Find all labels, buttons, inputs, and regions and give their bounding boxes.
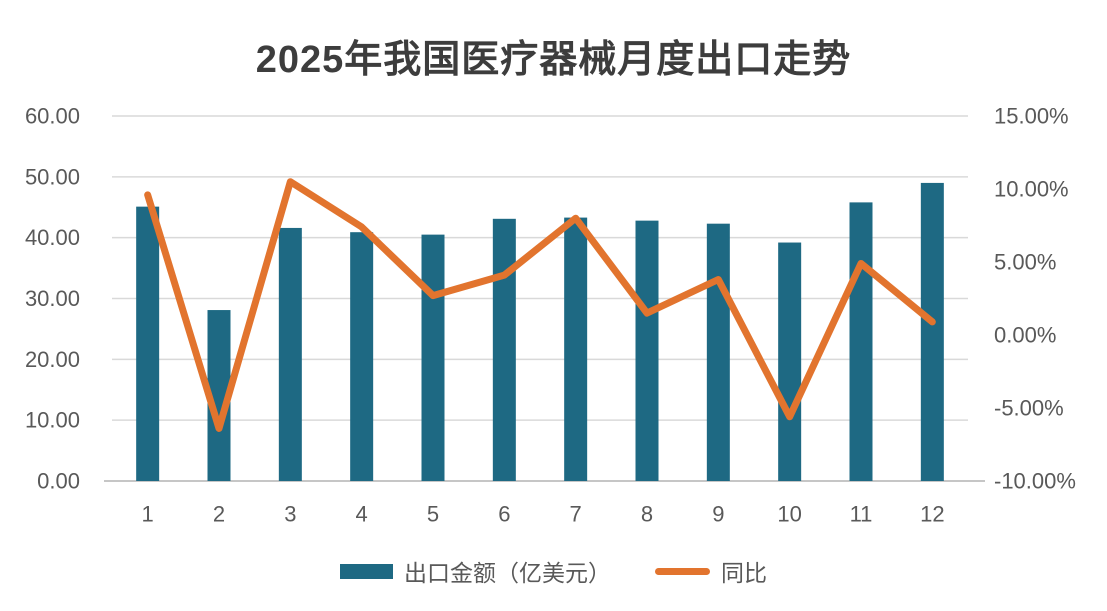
bar-month-9 xyxy=(706,223,730,482)
left-axis-tick-label: 40.00 xyxy=(25,225,80,250)
left-axis-tick-label: 50.00 xyxy=(25,164,80,189)
x-axis-label-month-3: 3 xyxy=(284,502,296,527)
left-axis-tick-label: 10.00 xyxy=(25,408,80,433)
left-axis-tick-label: 20.00 xyxy=(25,347,80,372)
x-axis-label-month-6: 6 xyxy=(498,502,510,527)
yoy-line xyxy=(144,178,936,432)
line-series-swatch xyxy=(655,567,710,575)
legend-label-yoy: 同比 xyxy=(721,560,767,586)
bar-month-5 xyxy=(421,234,445,481)
x-axis-label-month-7: 7 xyxy=(570,502,582,527)
bar-series-swatch xyxy=(340,563,393,579)
legend-item-yoy: 同比 xyxy=(655,554,767,588)
right-axis-tick-label: 15.00% xyxy=(994,104,1069,129)
legend-label-export-amount: 出口金额（亿美元） xyxy=(404,560,611,586)
bar-month-3 xyxy=(278,227,302,481)
x-axis-label-month-4: 4 xyxy=(356,502,368,527)
x-axis-label-month-8: 8 xyxy=(641,502,653,527)
x-axis-label-month-11: 11 xyxy=(850,502,873,527)
right-axis-tick-label: -5.00% xyxy=(994,396,1064,421)
x-axis-label-month-1: 1 xyxy=(142,502,154,527)
right-axis-tick-label: -10.00% xyxy=(994,469,1076,494)
chart-title: 2025年我国医疗器械月度出口走势 xyxy=(255,39,852,81)
left-axis-tick-label: 30.00 xyxy=(25,286,80,311)
x-axis-label-month-12: 12 xyxy=(920,502,944,527)
bar-month-4 xyxy=(350,232,374,481)
bar-month-11 xyxy=(849,202,873,481)
x-axis-label-month-2: 2 xyxy=(213,502,225,527)
bar-month-6 xyxy=(492,218,516,481)
x-axis-label-month-9: 9 xyxy=(712,502,724,527)
legend-item-export-amount: 出口金额（亿美元） xyxy=(340,554,611,588)
bar-month-12 xyxy=(920,182,944,481)
bar-month-1 xyxy=(136,206,160,481)
left-axis-tick-label: 0.00 xyxy=(37,469,80,494)
x-axis-label-month-10: 10 xyxy=(777,502,801,527)
right-axis-tick-label: 10.00% xyxy=(994,177,1069,202)
legend: 出口金额（亿美元） 同比 xyxy=(0,554,1107,588)
left-axis-tick-label: 60.00 xyxy=(25,104,80,129)
bar-month-2 xyxy=(207,310,231,481)
right-axis-tick-label: 5.00% xyxy=(994,250,1056,275)
bar-month-7 xyxy=(564,217,588,481)
bar-month-10 xyxy=(778,242,802,481)
bar-month-8 xyxy=(635,220,659,481)
x-axis-label-month-5: 5 xyxy=(427,502,439,527)
right-axis-tick-label: 0.00% xyxy=(994,323,1056,348)
